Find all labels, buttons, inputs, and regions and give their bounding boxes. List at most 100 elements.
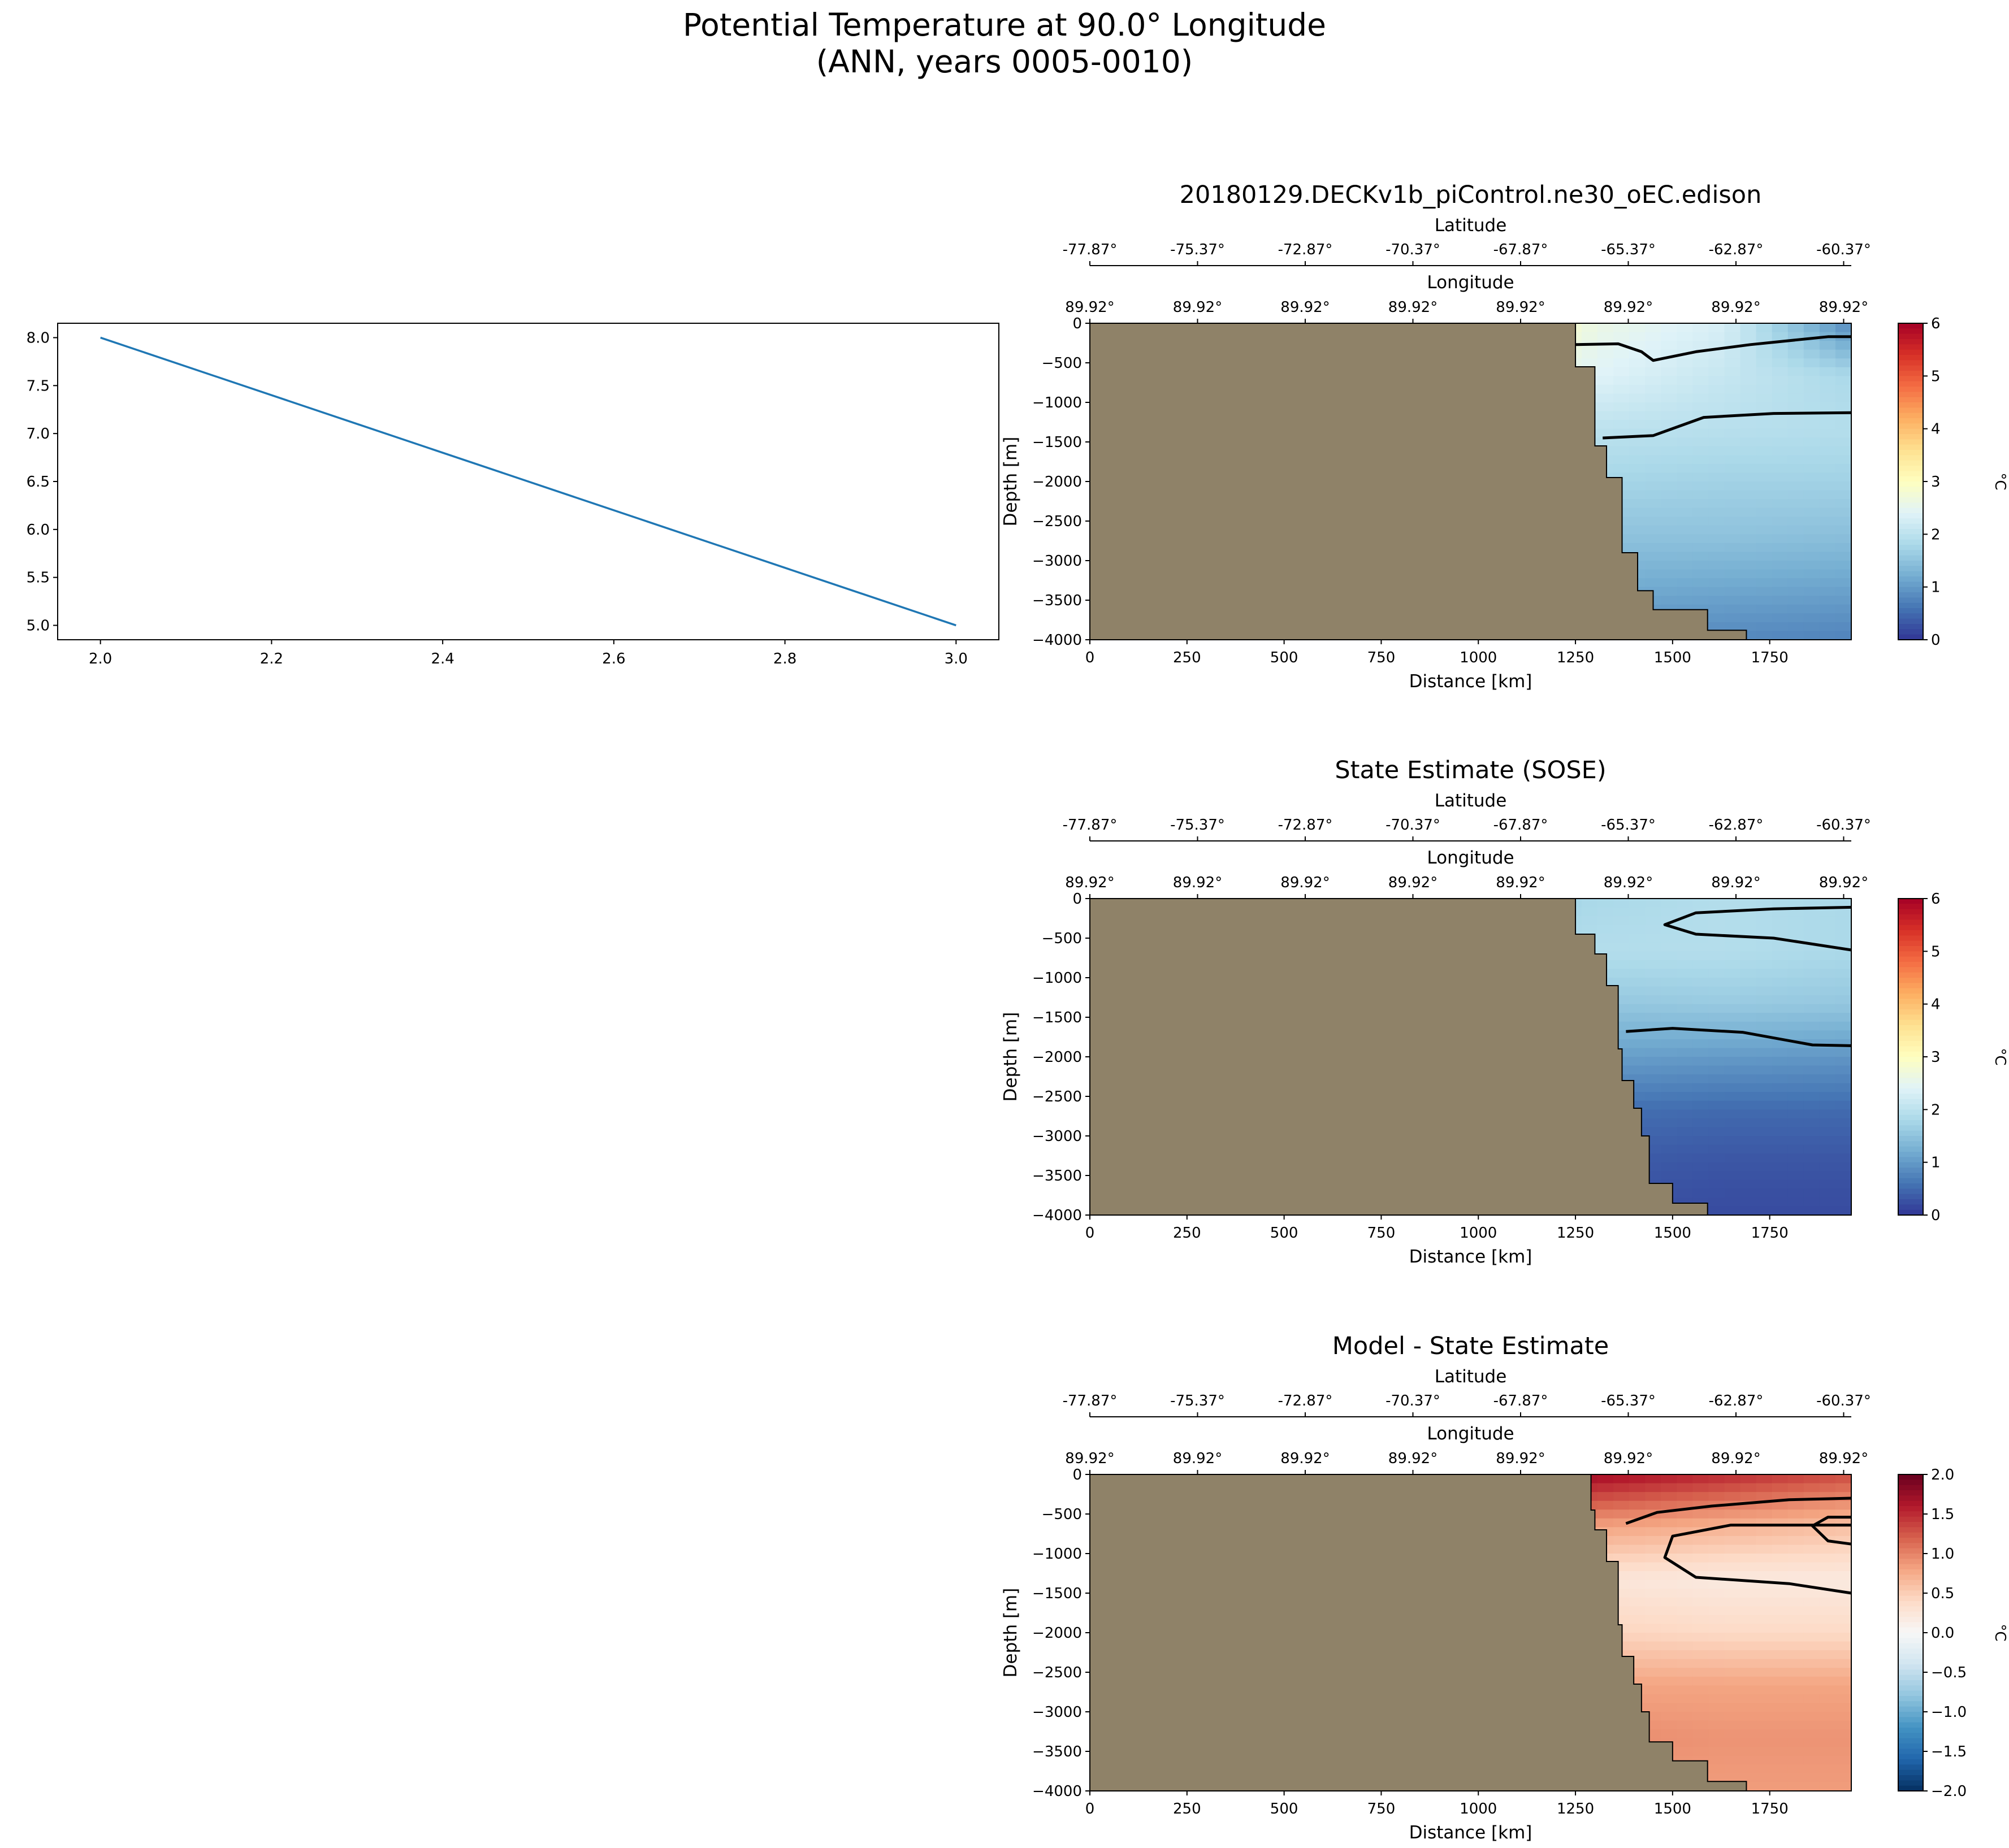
heatmap-cell — [1756, 1676, 1773, 1686]
colorbar-segment — [1898, 376, 1923, 382]
heatmap-cell — [1661, 552, 1678, 561]
heatmap-cell — [1661, 517, 1678, 526]
heatmap-cell — [1708, 1562, 1725, 1572]
heatmap-cell — [1677, 1057, 1694, 1066]
heatmap-cell — [1772, 507, 1789, 517]
heatmap-cell — [1661, 1100, 1678, 1110]
heatmap-cell — [1645, 490, 1661, 500]
heatmap-cell — [1708, 1554, 1725, 1563]
heatmap-cell — [1724, 899, 1741, 908]
heatmap-cell — [1677, 428, 1694, 438]
colorbar-segment — [1898, 925, 1923, 931]
heatmap-cell — [1819, 323, 1836, 333]
heatmap-cell — [1597, 1518, 1614, 1528]
heatmap-cell — [1629, 1057, 1646, 1066]
heatmap-cell — [1645, 543, 1661, 553]
colorbar-segment — [1898, 381, 1923, 387]
heatmap-cell — [1597, 376, 1614, 385]
colorbar-segment — [1898, 339, 1923, 345]
heatmap-cell — [1692, 1092, 1709, 1101]
heatmap-cell — [1803, 934, 1820, 943]
heatmap-cell — [1835, 986, 1852, 996]
heatmap-cell — [1740, 1527, 1757, 1537]
heatmap-cell — [1787, 455, 1804, 465]
heatmap-cell — [1803, 1144, 1820, 1154]
heatmap-cell — [1629, 1483, 1646, 1493]
heatmap-cell — [1740, 543, 1757, 553]
heatmap-cell — [1756, 1571, 1773, 1581]
heatmap-cell — [1613, 367, 1630, 377]
heatmap-cell — [1677, 393, 1694, 403]
contour-line — [1575, 335, 1851, 362]
heatmap-cell — [1756, 455, 1773, 465]
heatmap-cell — [1724, 604, 1741, 614]
heatmap-cell — [1787, 1500, 1804, 1510]
heatmap-cell — [1692, 517, 1709, 526]
heatmap-cell — [1819, 1597, 1836, 1607]
heatmap-cell — [1819, 393, 1836, 403]
x-tick-label: 2.4 — [431, 650, 454, 667]
heatmap-cell — [1740, 358, 1757, 368]
heatmap-cell — [1692, 420, 1709, 430]
heatmap-cell — [1803, 393, 1820, 403]
heatmap-cell — [1819, 1074, 1836, 1084]
heatmap-cell — [1613, 1492, 1630, 1502]
heatmap-cell — [1835, 472, 1852, 482]
heatmap-cell — [1708, 349, 1725, 359]
heatmap-cell — [1661, 323, 1678, 333]
colorbar-segment — [1898, 344, 1923, 350]
heatmap-cell — [1677, 1650, 1694, 1660]
heatmap-cell — [1787, 1004, 1804, 1013]
heatmap-cell — [1629, 332, 1646, 341]
colorbar-segment — [1898, 1120, 1923, 1126]
heatmap-cell — [1787, 1554, 1804, 1563]
heatmap-cell — [1677, 472, 1694, 482]
heatmap-cell — [1787, 420, 1804, 430]
colorbar-segment — [1898, 634, 1923, 640]
heatmap-cell — [1692, 1676, 1709, 1686]
heatmap-cell — [1803, 323, 1820, 333]
heatmap-cell — [1692, 1650, 1709, 1660]
heatmap-cell — [1724, 376, 1741, 385]
heatmap-cell — [1819, 916, 1836, 926]
heatmap-cell — [1740, 1083, 1757, 1092]
heatmap-cell — [1692, 1659, 1709, 1668]
heatmap-cell — [1581, 323, 1598, 333]
heatmap-cell — [1756, 613, 1773, 623]
heatmap-cell — [1819, 472, 1836, 482]
colorbar-segment — [1898, 571, 1923, 577]
heatmap-cell — [1661, 437, 1678, 447]
heatmap-cell — [1772, 1100, 1789, 1110]
colorbar-segment — [1898, 418, 1923, 424]
heatmap-cell — [1787, 1083, 1804, 1092]
heatmap-cell — [1803, 1162, 1820, 1172]
heatmap-cell — [1708, 1509, 1725, 1519]
heatmap-cell — [1772, 463, 1789, 474]
heatmap-cell — [1645, 499, 1661, 509]
heatmap-cell — [1772, 899, 1789, 908]
heatmap-cell — [1787, 613, 1804, 623]
heatmap-cell — [1708, 1004, 1725, 1013]
heatmap-cell — [1708, 622, 1725, 632]
heatmap-cell — [1772, 1144, 1789, 1154]
heatmap-cell — [1756, 978, 1773, 987]
heatmap-cell — [1677, 1118, 1694, 1128]
heatmap-cell — [1819, 402, 1836, 412]
heatmap-cell — [1708, 596, 1725, 605]
heatmap-cell — [1772, 1179, 1789, 1190]
heatmap-cell — [1661, 1650, 1678, 1660]
heatmap-cell — [1772, 951, 1789, 961]
heatmap-cell — [1756, 1527, 1773, 1537]
longitude-tick-label: 89.92° — [1388, 874, 1438, 891]
heatmap-cell — [1756, 1048, 1773, 1057]
heatmap-cell — [1740, 960, 1757, 970]
heatmap-cell — [1661, 561, 1678, 570]
heatmap-cell — [1740, 1624, 1757, 1633]
heatmap-cell — [1645, 446, 1661, 456]
heatmap-cell — [1661, 463, 1678, 474]
heatmap-cell — [1819, 622, 1836, 632]
colorbar-segment — [1898, 967, 1923, 973]
heatmap-cell — [1581, 332, 1598, 341]
heatmap-cell — [1645, 481, 1661, 491]
